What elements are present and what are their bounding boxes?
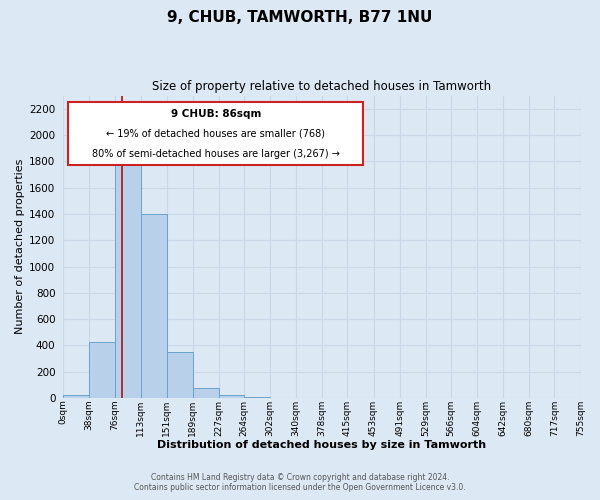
Bar bbox=[115, 162, 140, 398]
Bar bbox=[89, 342, 115, 398]
X-axis label: Distribution of detached houses by size in Tamworth: Distribution of detached houses by size … bbox=[157, 440, 487, 450]
Text: Contains HM Land Registry data © Crown copyright and database right 2024.
Contai: Contains HM Land Registry data © Crown c… bbox=[134, 473, 466, 492]
Text: 9 CHUB: 86sqm: 9 CHUB: 86sqm bbox=[170, 110, 261, 120]
Text: ← 19% of detached houses are smaller (768): ← 19% of detached houses are smaller (76… bbox=[106, 128, 325, 138]
Y-axis label: Number of detached properties: Number of detached properties bbox=[15, 159, 25, 334]
Title: Size of property relative to detached houses in Tamworth: Size of property relative to detached ho… bbox=[152, 80, 491, 93]
Bar bbox=[193, 388, 218, 398]
Text: 9, CHUB, TAMWORTH, B77 1NU: 9, CHUB, TAMWORTH, B77 1NU bbox=[167, 10, 433, 25]
Bar bbox=[167, 352, 193, 398]
FancyBboxPatch shape bbox=[68, 102, 363, 165]
Text: 80% of semi-detached houses are larger (3,267) →: 80% of semi-detached houses are larger (… bbox=[92, 148, 340, 158]
Bar bbox=[218, 395, 244, 398]
Bar bbox=[140, 214, 167, 398]
Bar bbox=[63, 396, 89, 398]
